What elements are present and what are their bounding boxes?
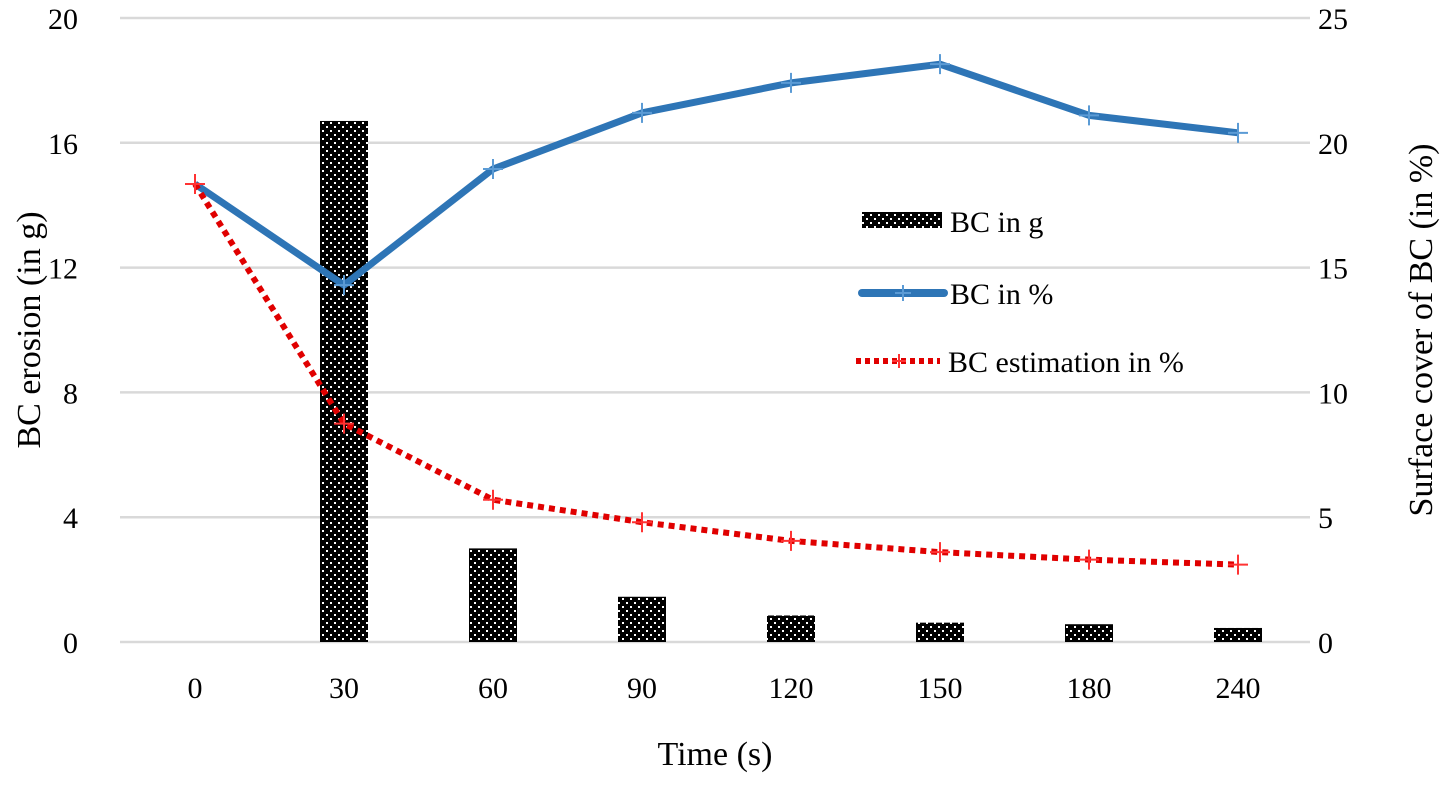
y-left-tick-label: 16	[48, 128, 78, 161]
bar	[1214, 627, 1262, 642]
x-tick-label: 240	[1216, 672, 1261, 705]
y-axis-left-label: BC erosion (in g)	[11, 211, 48, 448]
legend-label-bc-g: BC in g	[950, 206, 1043, 239]
bar	[916, 622, 964, 642]
legend-swatch-bar	[862, 212, 942, 228]
bar	[469, 548, 517, 642]
data-point-marker	[632, 512, 652, 533]
series-line-bc-pct	[193, 60, 1239, 289]
y-right-tick-label: 10	[1318, 377, 1348, 410]
data-point-marker	[781, 530, 801, 551]
x-axis-label: Time (s)	[658, 736, 773, 773]
data-point-marker	[930, 54, 950, 75]
bar	[320, 120, 368, 642]
y-left-tick-label: 4	[63, 502, 78, 535]
y-right-tick-label: 5	[1318, 502, 1333, 535]
data-point-marker	[1228, 554, 1248, 575]
y-left-tick-label: 20	[48, 3, 78, 36]
data-point-marker	[483, 159, 503, 180]
y-axis-right-label: Surface cover of BC (in %)	[1403, 144, 1440, 517]
x-tick-label: 120	[769, 672, 814, 705]
y-left-tick-label: 0	[63, 627, 78, 660]
y-right-tick-label: 0	[1318, 627, 1333, 660]
data-point-marker	[483, 489, 503, 510]
x-tick-label: 60	[478, 672, 508, 705]
lines	[185, 54, 1248, 575]
bar	[618, 596, 666, 642]
x-tick-label: 0	[188, 672, 203, 705]
x-tick-label: 30	[329, 672, 359, 705]
x-tick-label: 90	[627, 672, 657, 705]
data-point-marker	[1079, 549, 1099, 570]
legend-label-bc-est: BC estimation in %	[948, 346, 1184, 379]
data-point-marker	[334, 275, 354, 296]
y-left-tick-label: 12	[48, 253, 78, 286]
data-point-marker	[1079, 105, 1099, 126]
data-point-marker	[185, 173, 205, 194]
legend-marker-blue	[895, 285, 911, 301]
x-tick-label: 180	[1067, 672, 1112, 705]
series-line-bc-est	[192, 182, 1239, 568]
x-tick-label: 150	[918, 672, 963, 705]
data-point-marker	[632, 102, 652, 123]
gridlines	[120, 16, 1310, 644]
data-point-marker	[781, 72, 801, 93]
y-right-tick-label: 20	[1318, 128, 1348, 161]
data-point-marker	[334, 413, 354, 434]
bars	[320, 120, 1262, 642]
bar	[1065, 624, 1113, 642]
tick-labels: 0 0 4 5 8 10 12 15 16 20 20 25 0 30 60 90 120 150 180 240	[48, 3, 1348, 705]
data-point-marker	[1228, 122, 1248, 143]
legend: BC in g BC in % BC estimation in %	[856, 206, 1184, 379]
legend-label-bc-pct: BC in %	[950, 278, 1053, 311]
legend-marker-red	[892, 354, 906, 368]
bar	[767, 615, 815, 642]
y-right-tick-label: 25	[1318, 3, 1348, 36]
y-right-tick-label: 15	[1318, 253, 1348, 286]
y-left-tick-label: 8	[63, 377, 78, 410]
data-point-marker	[930, 542, 950, 563]
